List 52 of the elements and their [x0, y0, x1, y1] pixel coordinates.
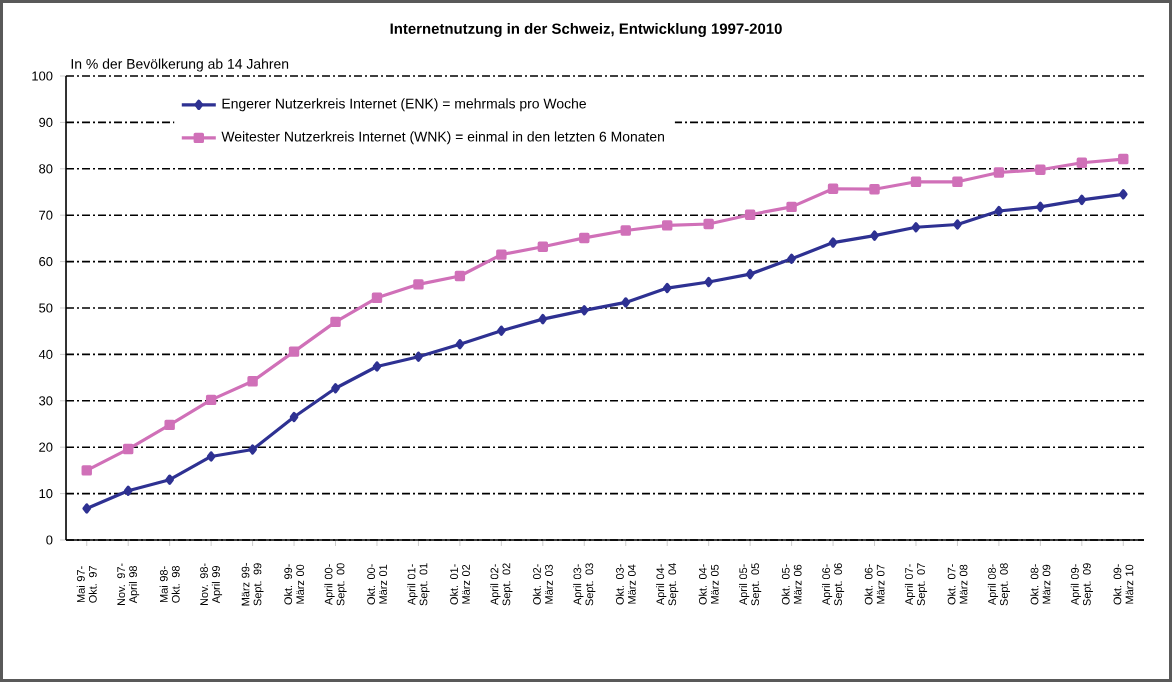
point: [289, 411, 299, 423]
point: [745, 268, 755, 280]
point: [703, 218, 714, 230]
point: [870, 230, 879, 241]
point: [579, 305, 589, 316]
point: [579, 232, 590, 244]
point: [538, 313, 548, 325]
point: [993, 167, 1005, 178]
point: [1035, 164, 1046, 175]
point: [911, 222, 921, 233]
point: [1076, 157, 1088, 168]
point: [910, 176, 922, 187]
point: [414, 351, 423, 362]
point: [454, 270, 466, 282]
point: [662, 282, 672, 294]
point: [704, 276, 713, 288]
point: [869, 184, 880, 195]
point: [330, 316, 341, 328]
point: [206, 451, 216, 462]
point: [952, 176, 963, 187]
point: [497, 325, 506, 336]
point: [828, 237, 838, 248]
point: [371, 292, 383, 303]
point: [82, 503, 92, 514]
point: [994, 205, 1004, 217]
point: [247, 376, 258, 387]
point: [537, 241, 549, 252]
point: [662, 220, 673, 231]
point: [496, 249, 507, 260]
point: [744, 209, 756, 220]
point: [413, 279, 424, 290]
point: [165, 474, 174, 485]
point: [827, 183, 839, 194]
point: [1118, 189, 1128, 200]
point: [786, 201, 797, 213]
point: [621, 297, 631, 308]
point: [1036, 201, 1045, 213]
point: [81, 465, 92, 476]
point: [1118, 153, 1129, 165]
point: [164, 419, 175, 431]
point: [787, 253, 796, 265]
point: [372, 361, 382, 372]
point: [123, 443, 134, 455]
point: [953, 219, 962, 230]
point: [248, 444, 257, 455]
point: [123, 485, 133, 497]
point: [288, 346, 300, 357]
point: [205, 394, 217, 406]
point: [620, 225, 631, 236]
point: [1077, 194, 1087, 206]
point: [331, 383, 340, 394]
point: [455, 338, 465, 350]
